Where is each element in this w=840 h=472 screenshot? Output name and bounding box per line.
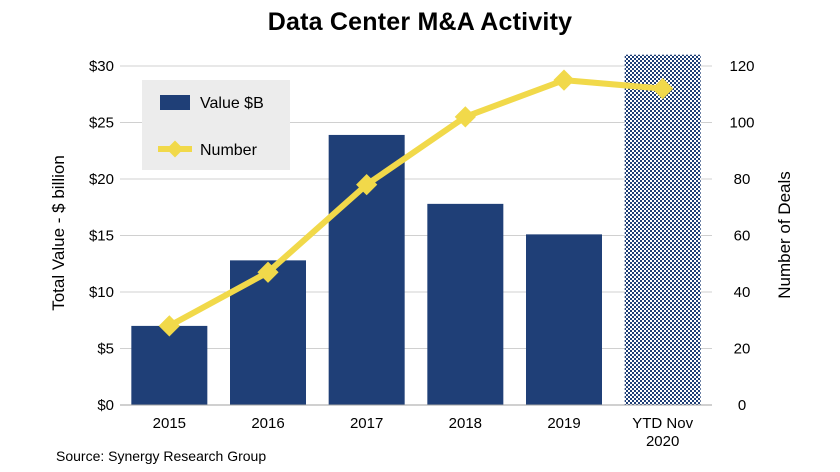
y-left-tick-label: $15 (89, 228, 114, 245)
y-right-tick-label: 120 (729, 58, 754, 75)
x-tick-label: 2020 (646, 433, 679, 450)
y-right-tick-label: 40 (734, 284, 751, 301)
y-right-tick-label: 20 (734, 341, 751, 358)
number-point (553, 69, 575, 91)
bar-value (624, 54, 701, 405)
gridlines (120, 65, 712, 349)
x-tick-label: 2019 (547, 415, 580, 432)
legend-swatch-value (160, 95, 190, 110)
x-tick-label: YTD Nov (632, 415, 693, 432)
x-tick-label: 2018 (449, 415, 482, 432)
number-series-line (167, 77, 663, 329)
x-tick-label: 2017 (350, 415, 383, 432)
y-left-tick-label: $25 (89, 115, 114, 132)
bar-value (526, 234, 602, 405)
legend-label-value: Value $B (200, 95, 264, 112)
y-right-tick-label: 0 (738, 397, 746, 414)
y-left-tick-label: $5 (97, 341, 114, 358)
chart-title: Data Center M&A Activity (267, 8, 573, 36)
x-tick-label: 2016 (251, 415, 284, 432)
legend: Value $B Number (142, 80, 290, 170)
legend-swatch-number-marker (166, 140, 184, 158)
x-tick-label: 2015 (153, 415, 186, 432)
y-left-axis-title: Total Value - $ billion (49, 155, 68, 311)
bar-value (131, 325, 208, 405)
legend-label-number: Number (200, 142, 258, 159)
source-note: Source: Synergy Research Group (56, 448, 267, 464)
y-left-tick-label: $20 (89, 171, 114, 188)
y-right-axis-title: Number of Deals (775, 171, 794, 299)
y-right-tick-label: 60 (734, 228, 751, 245)
bar-value (427, 203, 504, 405)
y-right-tick-label: 100 (729, 115, 754, 132)
number-point (652, 77, 674, 100)
y-left-tick-label: $30 (89, 58, 114, 75)
y-left-tick-label: $0 (97, 397, 114, 414)
y-left-tick-label: $10 (89, 284, 114, 301)
axes: $0 $5 $10 $15 $20 $25 $30 0 20 40 60 80 100 120 2015 20… (89, 58, 755, 450)
y-right-tick-label: 80 (734, 171, 751, 188)
bars (131, 54, 701, 405)
